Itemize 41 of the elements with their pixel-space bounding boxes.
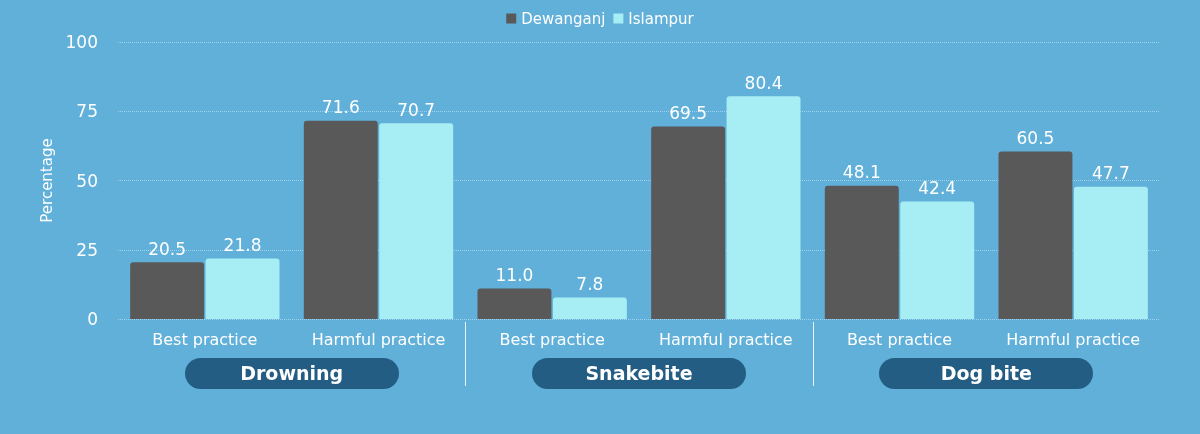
bar	[552, 297, 627, 319]
legend-label: Dewanganj	[521, 9, 606, 28]
bar	[477, 288, 552, 319]
bar	[900, 201, 975, 319]
data-label: 20.5	[148, 238, 187, 259]
x-tick-label: Harmful practice	[1006, 329, 1141, 349]
text: Snakebite	[532, 358, 746, 389]
data-label: 21.8	[223, 235, 262, 256]
bar	[205, 258, 280, 319]
bar	[726, 96, 801, 319]
bar	[130, 262, 205, 319]
data-label: 11.0	[495, 265, 534, 286]
data-label: 47.7	[1091, 163, 1130, 184]
x-tick-label: Best practice	[846, 329, 953, 349]
bar	[651, 126, 726, 319]
bar	[998, 151, 1073, 319]
y-tick-label: 100	[65, 32, 98, 52]
bar	[303, 120, 378, 319]
x-tick-label: Best practice	[499, 329, 605, 349]
data-label: 69.5	[669, 102, 708, 123]
legend-label: Islampur	[628, 9, 695, 28]
data-label: 71.6	[321, 97, 360, 118]
data-label: 42.4	[918, 178, 957, 199]
bar	[379, 123, 454, 319]
x-tick-label: Best practice	[152, 329, 258, 349]
x-tick-label: Harmful practice	[658, 329, 793, 349]
data-label: 80.4	[744, 72, 783, 93]
data-label: 48.1	[842, 162, 881, 183]
text: Drowning	[184, 358, 399, 389]
x-tick-label: Harmful practice	[311, 329, 446, 349]
text: Dog bite	[879, 358, 1094, 389]
bar	[824, 185, 899, 319]
y-tick-label: 50	[76, 170, 98, 191]
data-label: 60.5	[1016, 127, 1055, 148]
bar	[1073, 186, 1148, 319]
y-tick-label: 75	[76, 101, 98, 122]
data-label: 7.8	[576, 273, 604, 294]
y-axis-title: Percentage	[38, 138, 57, 223]
y-tick-label: 0	[87, 309, 98, 329]
y-tick-label: 25	[76, 239, 98, 260]
data-label: 70.7	[397, 99, 436, 120]
